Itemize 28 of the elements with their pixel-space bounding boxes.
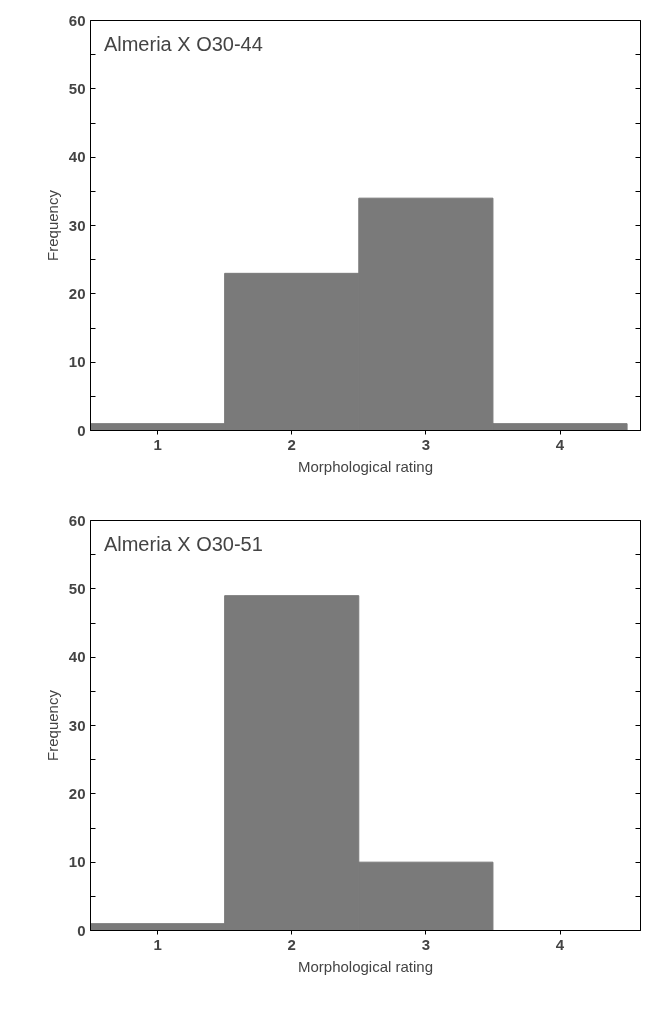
x-tick-label: 4 — [555, 435, 565, 453]
text: Almeria X O30-51 — [103, 532, 263, 555]
y-tick-label: 50 — [68, 79, 86, 97]
y-axis-title: Frequency — [43, 189, 61, 261]
y-tick-label: 30 — [68, 716, 86, 734]
y-tick-label: 20 — [68, 284, 86, 302]
y-tick-label: 60 — [68, 511, 86, 529]
x-tick-label: 4 — [555, 935, 565, 953]
x-axis-title: Morphological rating — [297, 957, 434, 975]
y-tick-label: 40 — [68, 648, 86, 666]
y-axis-title: Frequency — [43, 689, 61, 761]
x-tick-label: 3 — [421, 935, 431, 953]
y-tick-label: 20 — [68, 784, 86, 802]
y-tick-label: 0 — [77, 421, 86, 439]
y-tick-label: 40 — [68, 148, 86, 166]
text: Almeria X O30-44 — [103, 32, 263, 55]
y-tick-label: 50 — [68, 579, 86, 597]
x-axis-title: Morphological rating — [297, 457, 434, 475]
x-tick-label: 1 — [153, 435, 162, 453]
x-tick-label: 2 — [287, 935, 296, 953]
x-tick-label: 2 — [287, 435, 296, 453]
y-tick-label: 10 — [68, 353, 86, 371]
y-tick-label: 30 — [68, 216, 86, 234]
y-tick-label: 60 — [68, 11, 86, 29]
x-tick-label: 3 — [421, 435, 431, 453]
x-tick-label: 1 — [153, 935, 162, 953]
y-tick-label: 10 — [68, 853, 86, 871]
y-tick-label: 0 — [77, 921, 86, 939]
